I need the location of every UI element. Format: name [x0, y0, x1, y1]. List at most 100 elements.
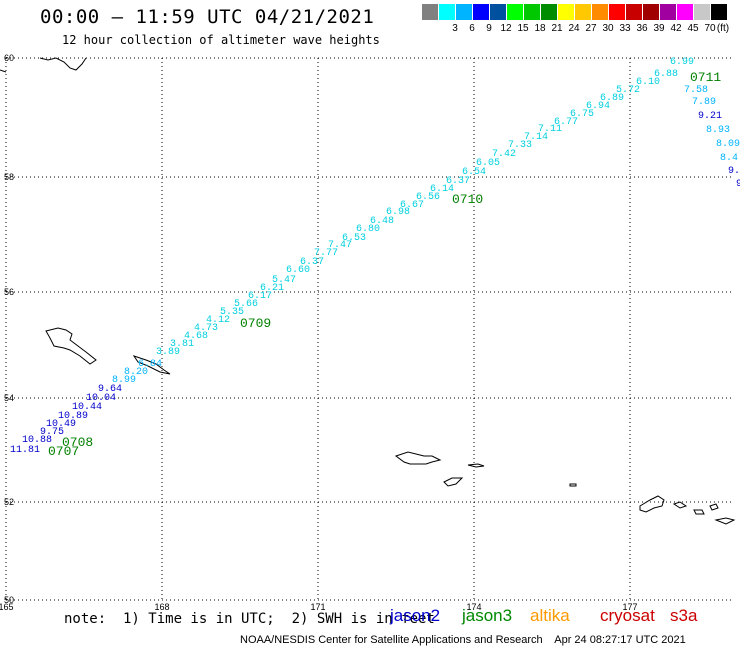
legend-label: 33: [619, 23, 631, 34]
longitude-label: 177: [622, 602, 637, 612]
legend-swatch: [524, 4, 540, 20]
wave-height-value: 8.93: [706, 125, 730, 136]
legend-swatch: [473, 4, 489, 20]
time-label: 0711: [690, 70, 721, 85]
satellite-track: 11.8110.889.7510.4910.8910.4410.049.648.…: [10, 57, 740, 459]
latitude-label: 60: [4, 53, 14, 63]
axis-labels: 165 168 171 174 177 50 52 54 56 58 60: [0, 53, 638, 612]
map-title: 00:00 – 11:59 UTC 04/21/2021: [40, 6, 375, 28]
island-east-5: [714, 517, 736, 525]
wave-height-value: 11.81: [10, 445, 40, 456]
wave-height-value: 9: [736, 179, 740, 190]
satellite-label: jason2: [390, 606, 441, 625]
wave-height-value: 4.12: [206, 315, 230, 326]
legend-swatch: [507, 4, 523, 20]
wave-height-value: 6.89: [600, 93, 624, 104]
legend-label: 24: [568, 23, 580, 34]
wave-height-value: 3.89: [156, 347, 180, 358]
island-attu: [132, 355, 171, 375]
wave-height-value: 8.20: [124, 367, 148, 378]
legend-swatch: [626, 4, 642, 20]
wave-height-value: 6.94: [586, 101, 610, 112]
wave-height-value: 9.64: [98, 384, 122, 395]
legend-swatch: [456, 4, 472, 20]
island-central-3: [443, 477, 464, 487]
wave-height-value: 6.37: [300, 257, 324, 268]
legend-label: 70: [704, 23, 716, 34]
longitude-label: 168: [154, 602, 169, 612]
wave-height-value: 6.14: [430, 184, 454, 195]
longitude-label: 174: [466, 602, 481, 612]
island-east-1: [639, 495, 665, 513]
wave-height-value: 10.88: [22, 435, 52, 446]
legend-label: 21: [551, 23, 563, 34]
map-subtitle: 12 hour collection of altimeter wave hei…: [62, 33, 380, 47]
legend-label: 45: [687, 23, 699, 34]
wave-height-value: 6.48: [370, 216, 394, 227]
legend-swatch: [609, 4, 625, 20]
legend-swatch: [694, 4, 710, 20]
satellite-label: jason3: [462, 606, 513, 625]
island-east-2: [672, 501, 688, 509]
wave-height-value: 6.80: [356, 224, 380, 235]
wave-height-value: 9.21: [698, 111, 722, 122]
wave-height-value: 6.05: [476, 158, 500, 169]
legend-label: 36: [636, 23, 648, 34]
island-central-2: [467, 463, 485, 468]
coast-north-left-2: [0, 69, 7, 73]
wave-height-value: 6.21: [260, 283, 284, 294]
satellite-label: altika: [530, 606, 570, 625]
legend-swatch: [592, 4, 608, 20]
latitude-label: 52: [4, 497, 14, 507]
wave-height-value: 6.99: [670, 57, 694, 68]
legend-swatch: [677, 4, 693, 20]
footer-note: note: 1) Time is in UTC; 2) SWH is in fe…: [64, 611, 435, 627]
legend-label: 15: [517, 23, 529, 34]
wave-height-value: 7.89: [692, 97, 716, 108]
wave-height-value: 6.56: [416, 192, 440, 203]
legend-swatch: [643, 4, 659, 20]
wave-height-value: 10.44: [72, 402, 102, 413]
latitude-label: 54: [4, 393, 14, 403]
legend-swatch: [422, 4, 438, 20]
island-east-3: [693, 509, 705, 515]
wave-height-value: 8.4: [720, 153, 738, 164]
wave-height-value: 6.60: [286, 265, 310, 276]
wave-height-value: 6.88: [654, 69, 678, 80]
wave-height-value: 6.67: [400, 200, 424, 211]
wave-height-value: 6.17: [248, 291, 272, 302]
wave-height-value: 4.68: [184, 331, 208, 342]
wave-height-value: 7.14: [524, 132, 548, 143]
time-label: 0708: [62, 435, 93, 450]
legend-label: 9: [486, 23, 492, 34]
wave-height-value: 5.35: [220, 307, 244, 318]
legend-swatch: [439, 4, 455, 20]
wave-height-value: 5.47: [272, 275, 296, 286]
graticule: [5, 57, 734, 601]
wave-height-value: 6.53: [342, 233, 366, 244]
wave-height-value: 9.75: [40, 427, 64, 438]
wave-height-value: 7.42: [492, 149, 516, 160]
wave-height-value: 5.66: [234, 299, 258, 310]
island-central-4: [569, 483, 577, 487]
coast-north-left: [39, 57, 87, 71]
wave-height-value: 6.37: [446, 176, 470, 187]
wave-height-value: 6.98: [386, 207, 410, 218]
latitude-label: 50: [4, 595, 14, 605]
wave-height-value: 7.58: [684, 85, 708, 96]
island-central-1: [394, 451, 442, 465]
latitude-label: 56: [4, 287, 14, 297]
legend-swatch: [490, 4, 506, 20]
legend-label: 39: [653, 23, 665, 34]
wave-height-value: 6.75: [570, 109, 594, 120]
legend-unit: (ft): [716, 23, 730, 34]
legend-label: 30: [602, 23, 614, 34]
satellite-label: cryosat: [600, 606, 655, 625]
wave-height-value: 9.: [728, 166, 740, 177]
coastline: [0, 57, 736, 525]
wave-height-value: 6.77: [554, 117, 578, 128]
longitude-label: 165: [0, 602, 14, 612]
longitude-label: 171: [310, 602, 325, 612]
legend-swatch: [541, 4, 557, 20]
